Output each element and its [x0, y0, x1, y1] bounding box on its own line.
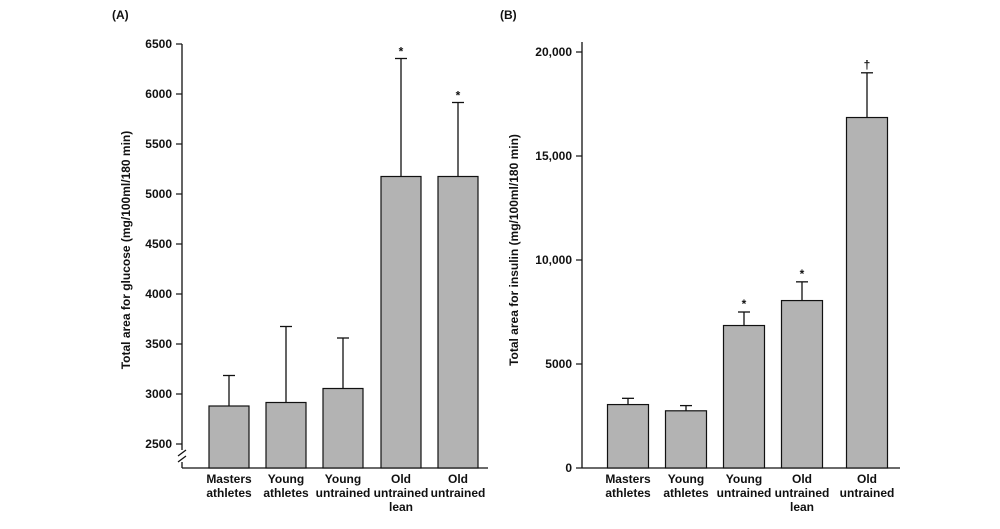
bar [606, 403, 650, 469]
category-label: Old [857, 472, 877, 486]
y-tick-label: 0 [565, 461, 572, 475]
significance-marker: † [864, 58, 871, 72]
category-label: untrained [431, 486, 486, 500]
bar [265, 401, 307, 469]
category-label: athletes [206, 486, 252, 500]
axis-break-mark [177, 455, 187, 463]
bar [208, 405, 250, 469]
y-tick-label: 5000 [545, 357, 572, 371]
axis-break-mark [177, 449, 187, 457]
y-axis-title: Total area for glucose (mg/100ml/180 min… [119, 131, 133, 370]
y-tick-label: 2500 [145, 437, 172, 451]
y-tick-label: 6000 [145, 87, 172, 101]
y-tick-label: 6500 [145, 37, 172, 51]
category-label: Masters [605, 472, 651, 486]
y-tick-label: 20,000 [535, 45, 572, 59]
bar [780, 299, 824, 469]
panel-label: (B) [500, 8, 517, 22]
bar [380, 175, 422, 469]
bar [845, 116, 889, 469]
significance-marker: * [800, 267, 805, 281]
category-label: lean [790, 500, 814, 514]
category-label: Old [391, 472, 411, 486]
y-tick-label: 15,000 [535, 149, 572, 163]
category-label: Young [668, 472, 704, 486]
category-label: Old [448, 472, 468, 486]
category-label: athletes [663, 486, 709, 500]
panel-a-glucose-chart: (A) Total area for glucose (mg/100ml/180 … [112, 8, 488, 514]
category-label: athletes [263, 486, 309, 500]
category-label: Young [268, 472, 304, 486]
significance-marker: * [399, 45, 404, 59]
category-label: Masters [206, 472, 252, 486]
y-tick-label: 4500 [145, 237, 172, 251]
bar [437, 175, 479, 469]
significance-marker: * [742, 297, 747, 311]
bar [322, 387, 364, 469]
y-tick-label: 10,000 [535, 253, 572, 267]
category-label: Young [726, 472, 762, 486]
category-label: Old [792, 472, 812, 486]
y-axis-title: Total area for insulin (mg/100ml/180 min… [507, 134, 521, 366]
significance-marker: * [456, 89, 461, 103]
y-tick-label: 4000 [145, 287, 172, 301]
category-label: athletes [605, 486, 651, 500]
y-tick-label: 3000 [145, 387, 172, 401]
panel-label: (A) [112, 8, 129, 22]
panel-b-insulin-chart: (B) Total area for insulin (mg/100ml/180 … [500, 8, 900, 514]
category-label: untrained [775, 486, 830, 500]
category-label: lean [389, 500, 413, 514]
category-label: Young [325, 472, 361, 486]
bar [722, 324, 766, 469]
category-label: untrained [374, 486, 429, 500]
y-tick-label: 3500 [145, 337, 172, 351]
category-label: untrained [316, 486, 371, 500]
bar [664, 410, 708, 469]
category-label: untrained [717, 486, 772, 500]
category-label: untrained [840, 486, 895, 500]
y-tick-label: 5500 [145, 137, 172, 151]
y-tick-label: 5000 [145, 187, 172, 201]
